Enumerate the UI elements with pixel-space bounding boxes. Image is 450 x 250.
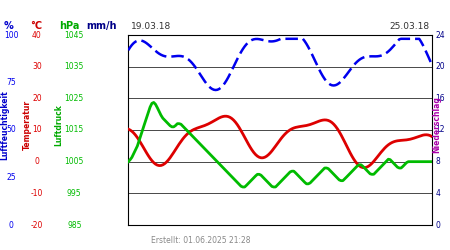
Text: 16: 16 — [436, 94, 445, 103]
Text: 1045: 1045 — [64, 30, 84, 40]
Text: 985: 985 — [67, 220, 81, 230]
Text: 25: 25 — [6, 173, 16, 182]
Text: Erstellt: 01.06.2025 21:28: Erstellt: 01.06.2025 21:28 — [151, 236, 250, 245]
Text: 50: 50 — [6, 126, 16, 134]
Text: 12: 12 — [436, 126, 445, 134]
Text: 19.03.18: 19.03.18 — [130, 22, 171, 31]
Text: 20: 20 — [436, 62, 445, 71]
Text: 1035: 1035 — [64, 62, 84, 71]
Text: mm/h: mm/h — [86, 21, 117, 31]
Text: -20: -20 — [31, 220, 43, 230]
Text: Niederschlag: Niederschlag — [432, 96, 441, 154]
Text: 30: 30 — [32, 62, 42, 71]
Text: -10: -10 — [31, 189, 43, 198]
Text: °C: °C — [30, 21, 42, 31]
Text: 1015: 1015 — [65, 126, 84, 134]
Text: Temperatur: Temperatur — [22, 100, 32, 150]
Text: hPa: hPa — [59, 21, 80, 31]
Text: %: % — [4, 21, 14, 31]
Text: 4: 4 — [436, 189, 441, 198]
Text: 0: 0 — [436, 220, 441, 230]
Text: 0: 0 — [9, 220, 14, 230]
Text: 40: 40 — [32, 30, 42, 40]
Text: 1005: 1005 — [64, 157, 84, 166]
Text: 100: 100 — [4, 30, 18, 40]
Text: 10: 10 — [32, 126, 42, 134]
Text: 25.03.18: 25.03.18 — [390, 22, 430, 31]
Text: 20: 20 — [32, 94, 42, 103]
Text: 1025: 1025 — [65, 94, 84, 103]
Text: 8: 8 — [436, 157, 441, 166]
Text: 995: 995 — [67, 189, 81, 198]
Text: 24: 24 — [436, 30, 445, 40]
Text: 75: 75 — [6, 78, 16, 87]
Text: 0: 0 — [35, 157, 39, 166]
Text: Luftdruck: Luftdruck — [54, 104, 63, 146]
Text: Luftfeuchtigkeit: Luftfeuchtigkeit — [0, 90, 9, 160]
